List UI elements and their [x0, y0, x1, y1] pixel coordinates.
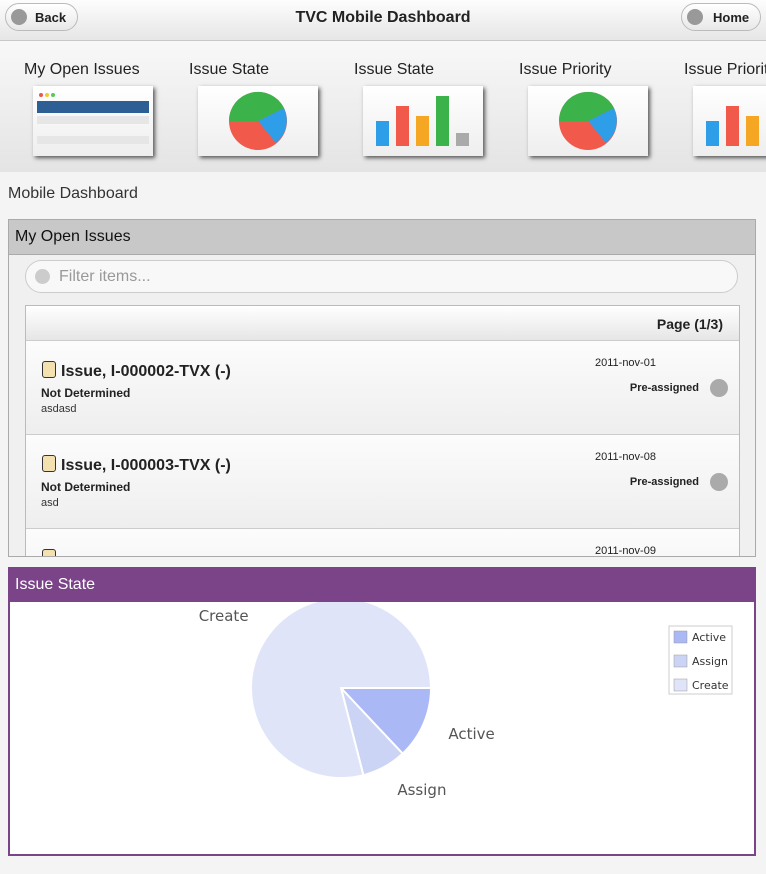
- legend-swatch: [673, 630, 688, 644]
- panel-title: Issue State: [15, 576, 96, 593]
- issue-item[interactable]: Issue, I-000002-TVX (-) Not Determined asd…: [26, 340, 739, 434]
- issue-description: asdasd: [41, 403, 77, 415]
- tab-label[interactable]: Issue State: [354, 61, 435, 78]
- slice-label: Create: [199, 607, 249, 625]
- issue-status: Pre-assigned: [629, 476, 699, 488]
- home-button[interactable]: Home: [681, 3, 761, 31]
- breadcrumb: Mobile Dashboard: [8, 185, 138, 202]
- hand-icon: [42, 455, 56, 472]
- filter-input[interactable]: Filter items...: [25, 260, 738, 293]
- issue-status: Pre-assigned: [629, 382, 699, 394]
- issue-item[interactable]: Issue, I-000003-TVX (-) Not Determined asd…: [26, 434, 739, 528]
- filter-placeholder: Filter items...: [59, 268, 151, 285]
- issues-panel: My Open Issues Filter items... Page (1/3…: [8, 219, 756, 557]
- tab-label[interactable]: My Open Issues: [24, 61, 140, 78]
- tab-thumbnail[interactable]: [33, 86, 153, 156]
- panel-header: My Open Issues: [9, 220, 755, 255]
- hand-icon: [42, 549, 56, 556]
- legend-label: Assign: [692, 655, 728, 668]
- legend-label: Active: [692, 631, 726, 644]
- tab-thumbnail[interactable]: [198, 86, 318, 156]
- header: Back TVC Mobile Dashboard Home: [0, 0, 766, 41]
- tab-thumbnail[interactable]: [528, 86, 648, 156]
- slice-label: Assign: [397, 781, 446, 799]
- tab-label[interactable]: Issue Priority: [519, 61, 612, 78]
- issue-title: Issue, I-000002-TVX (-): [61, 363, 231, 380]
- chart-panel: Issue State Active Assign Create Active Assi…: [8, 567, 756, 856]
- pager-row: Page (1/3): [26, 306, 739, 340]
- back-label: Back: [35, 10, 67, 25]
- issue-title: Issue, I-000003-TVX (-): [61, 457, 231, 474]
- issue-item[interactable]: 2011-nov-09: [26, 528, 739, 557]
- issue-description: asd: [41, 497, 59, 509]
- home-label: Home: [713, 10, 750, 25]
- legend-label: Create: [692, 679, 729, 692]
- issue-date: 2011-nov-01: [595, 357, 656, 369]
- pie-chart: Active Assign Create Active Assign Create: [199, 602, 733, 799]
- issue-list: Page (1/3) Issue, I-000002-TVX (-) Not De…: [25, 305, 740, 557]
- tab-thumbnail[interactable]: [363, 86, 483, 156]
- tab-strip: My Open Issues Issue State Issue State Issu…: [0, 41, 766, 172]
- pie-slice: [250, 602, 433, 779]
- arrow-button[interactable]: [710, 473, 728, 491]
- pager: Page (1/3): [656, 316, 723, 332]
- slice-label: Active: [448, 725, 494, 743]
- issue-date: 2011-nov-09: [595, 545, 656, 557]
- panel-header: Issue State: [10, 569, 754, 602]
- legend-swatch: [673, 654, 688, 668]
- hand-icon: [42, 361, 56, 378]
- issue-subtitle: Not Determined: [41, 480, 131, 494]
- issue-subtitle: Not Determined: [41, 386, 131, 400]
- pie-slice: [338, 687, 433, 756]
- tab-thumbnail[interactable]: [693, 86, 766, 156]
- back-button[interactable]: Back: [5, 3, 78, 31]
- issue-date: 2011-nov-08: [595, 451, 656, 463]
- panel-title: My Open Issues: [15, 228, 131, 245]
- legend-swatch: [673, 678, 688, 692]
- arrow-button[interactable]: [710, 379, 728, 397]
- title: TVC Mobile Dashboard: [295, 9, 471, 26]
- tab-label[interactable]: Issue State: [189, 61, 270, 78]
- tab-label[interactable]: Issue Priority: [684, 61, 766, 78]
